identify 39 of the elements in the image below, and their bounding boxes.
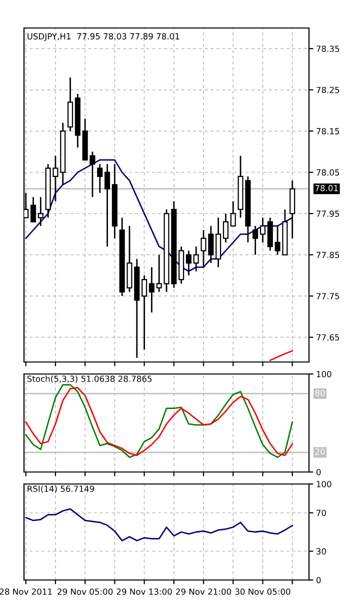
candlestick <box>97 163 103 194</box>
candlestick <box>104 163 110 248</box>
candlestick <box>193 246 199 272</box>
candlestick <box>142 274 148 350</box>
x-tick-label: 29 Nov 05:00 <box>58 588 113 595</box>
line-series <box>269 350 294 362</box>
y-tick-label: 77.95 <box>316 210 340 217</box>
y-tick-label: 30 <box>316 548 326 554</box>
y-tick-label: 78.35 <box>316 46 340 52</box>
ref-line-label: 78.01 <box>315 184 338 192</box>
y-tick-label: 78.15 <box>316 128 340 134</box>
y-tick-label: 77.75 <box>316 293 340 300</box>
y-tick-label: 78.05 <box>316 169 340 176</box>
candlestick <box>148 266 154 314</box>
y-tick-label: 100 <box>316 370 332 378</box>
candlestick <box>186 250 192 276</box>
y-tick-label: 100 <box>316 480 332 488</box>
y-tick-label: 0 <box>316 576 321 584</box>
x-tick-label: 30 Nov 05:00 <box>235 588 290 595</box>
y-tick-label: 77.65 <box>316 334 340 341</box>
candlestick <box>222 212 228 244</box>
x-tick-label: 28 Nov 2011 <box>0 588 52 595</box>
chart-title: RSI(14) 56.7149 <box>28 485 94 493</box>
ref-line-label: 20 <box>315 448 325 455</box>
x-tick-label: 29 Nov 21:00 <box>176 588 232 595</box>
chart-title: Stoch(5,3,3) 51.0638 28.7865 <box>27 375 152 383</box>
text: USDJPY,H1 77.95 78.03 77.89 78.01 <box>28 33 180 42</box>
candlestick <box>230 200 236 227</box>
candlestick <box>252 225 258 256</box>
y-tick-label: 77.85 <box>316 252 340 258</box>
candlestick <box>38 196 44 227</box>
y-tick-label: 78.25 <box>316 86 340 94</box>
y-tick-label: 70 <box>316 510 326 516</box>
line-series <box>25 508 294 542</box>
ref-line-label: 80 <box>315 390 325 396</box>
candlestick <box>30 196 36 222</box>
candlestick <box>260 216 266 244</box>
x-tick-label: 29 Nov 13:00 <box>116 588 172 595</box>
y-tick-label: 0 <box>316 468 321 476</box>
